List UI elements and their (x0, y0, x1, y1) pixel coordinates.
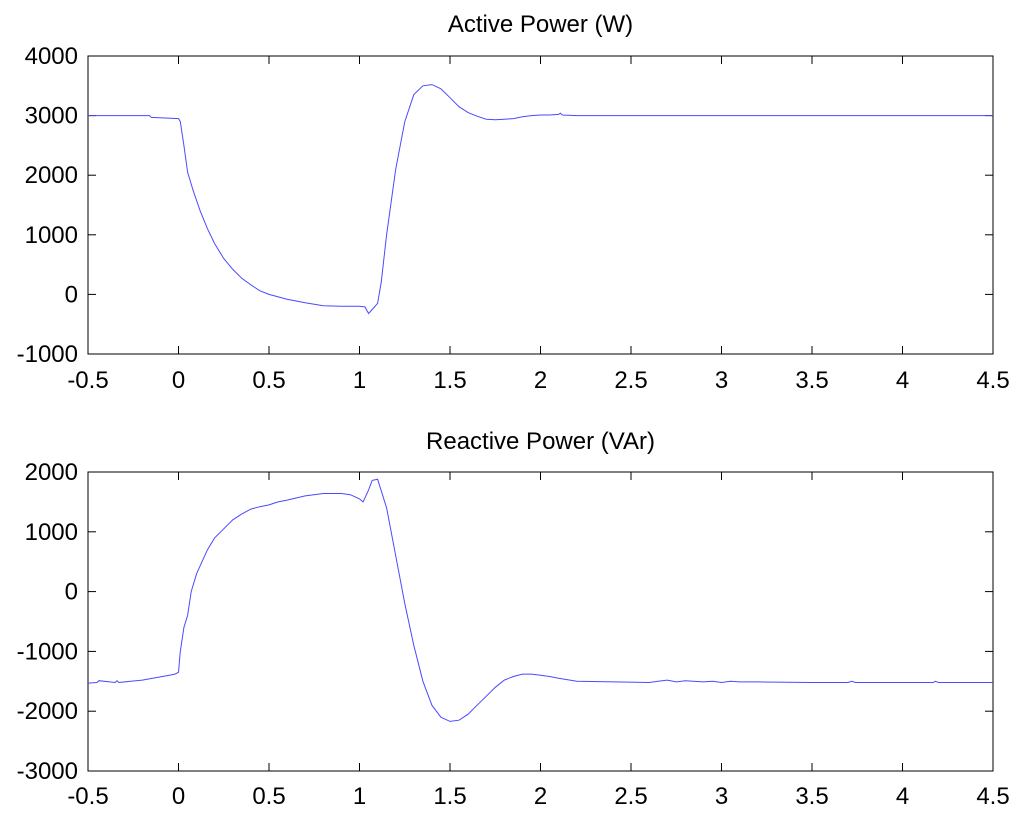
x-tick-label: 4.5 (976, 367, 1009, 394)
y-tick-label: -3000 (17, 758, 78, 785)
x-tick-label: 0 (172, 367, 185, 394)
x-tick-label: 4 (896, 783, 909, 810)
x-tick-label: 3.5 (795, 367, 828, 394)
y-tick-label: 2000 (25, 459, 78, 486)
x-tick-label: 2 (534, 367, 547, 394)
series-line (88, 84, 993, 315)
x-tick-label: 1 (353, 367, 366, 394)
x-tick-label: 0 (172, 783, 185, 810)
x-tick-label: 1.5 (433, 367, 466, 394)
plot-area (87, 55, 994, 355)
x-tick-label: 2.5 (614, 367, 647, 394)
x-tick-label: 1.5 (433, 783, 466, 810)
y-tick-label: 0 (65, 579, 78, 606)
series-line (87, 478, 993, 722)
y-tick-label: 1000 (25, 519, 78, 546)
y-tick-label: 1000 (25, 222, 78, 249)
chart-title: Active Power (W) (448, 11, 633, 38)
x-tick-label: 3 (715, 783, 728, 810)
reactive-power-chart: Reactive Power (VAr) -0.5 0 0.5 1 1.5 2 2.5 3 3.5… (17, 428, 1010, 810)
x-tick-label: -0.5 (67, 367, 108, 394)
y-tick-label: 0 (65, 281, 78, 308)
active-power-chart: Active Power (W) -0.5 0 0.5 1 1.5 2 2.5 3 3.5 4 4.5… (17, 11, 1010, 394)
x-tick-label: -0.5 (67, 783, 108, 810)
y-tick-label: 4000 (25, 43, 78, 70)
y-tick-label: -1000 (17, 638, 78, 665)
x-tick-label: 1 (353, 783, 366, 810)
x-tick-label: 3 (715, 367, 728, 394)
x-tick-label: 2.5 (614, 783, 647, 810)
plot-area (87, 471, 994, 772)
x-tick-label: 4 (896, 367, 909, 394)
chart-title: Reactive Power (VAr) (426, 428, 655, 455)
x-tick-label: 2 (534, 783, 547, 810)
x-tick-label: 3.5 (795, 783, 828, 810)
x-tick-label: 0.5 (252, 783, 285, 810)
x-tick-label: 4.5 (976, 783, 1009, 810)
y-tick-label: -2000 (17, 698, 78, 725)
y-tick-label: 2000 (25, 162, 78, 189)
x-tick-label: 0.5 (252, 367, 285, 394)
y-tick-label: 3000 (25, 103, 78, 130)
y-tick-label: -1000 (17, 341, 78, 368)
